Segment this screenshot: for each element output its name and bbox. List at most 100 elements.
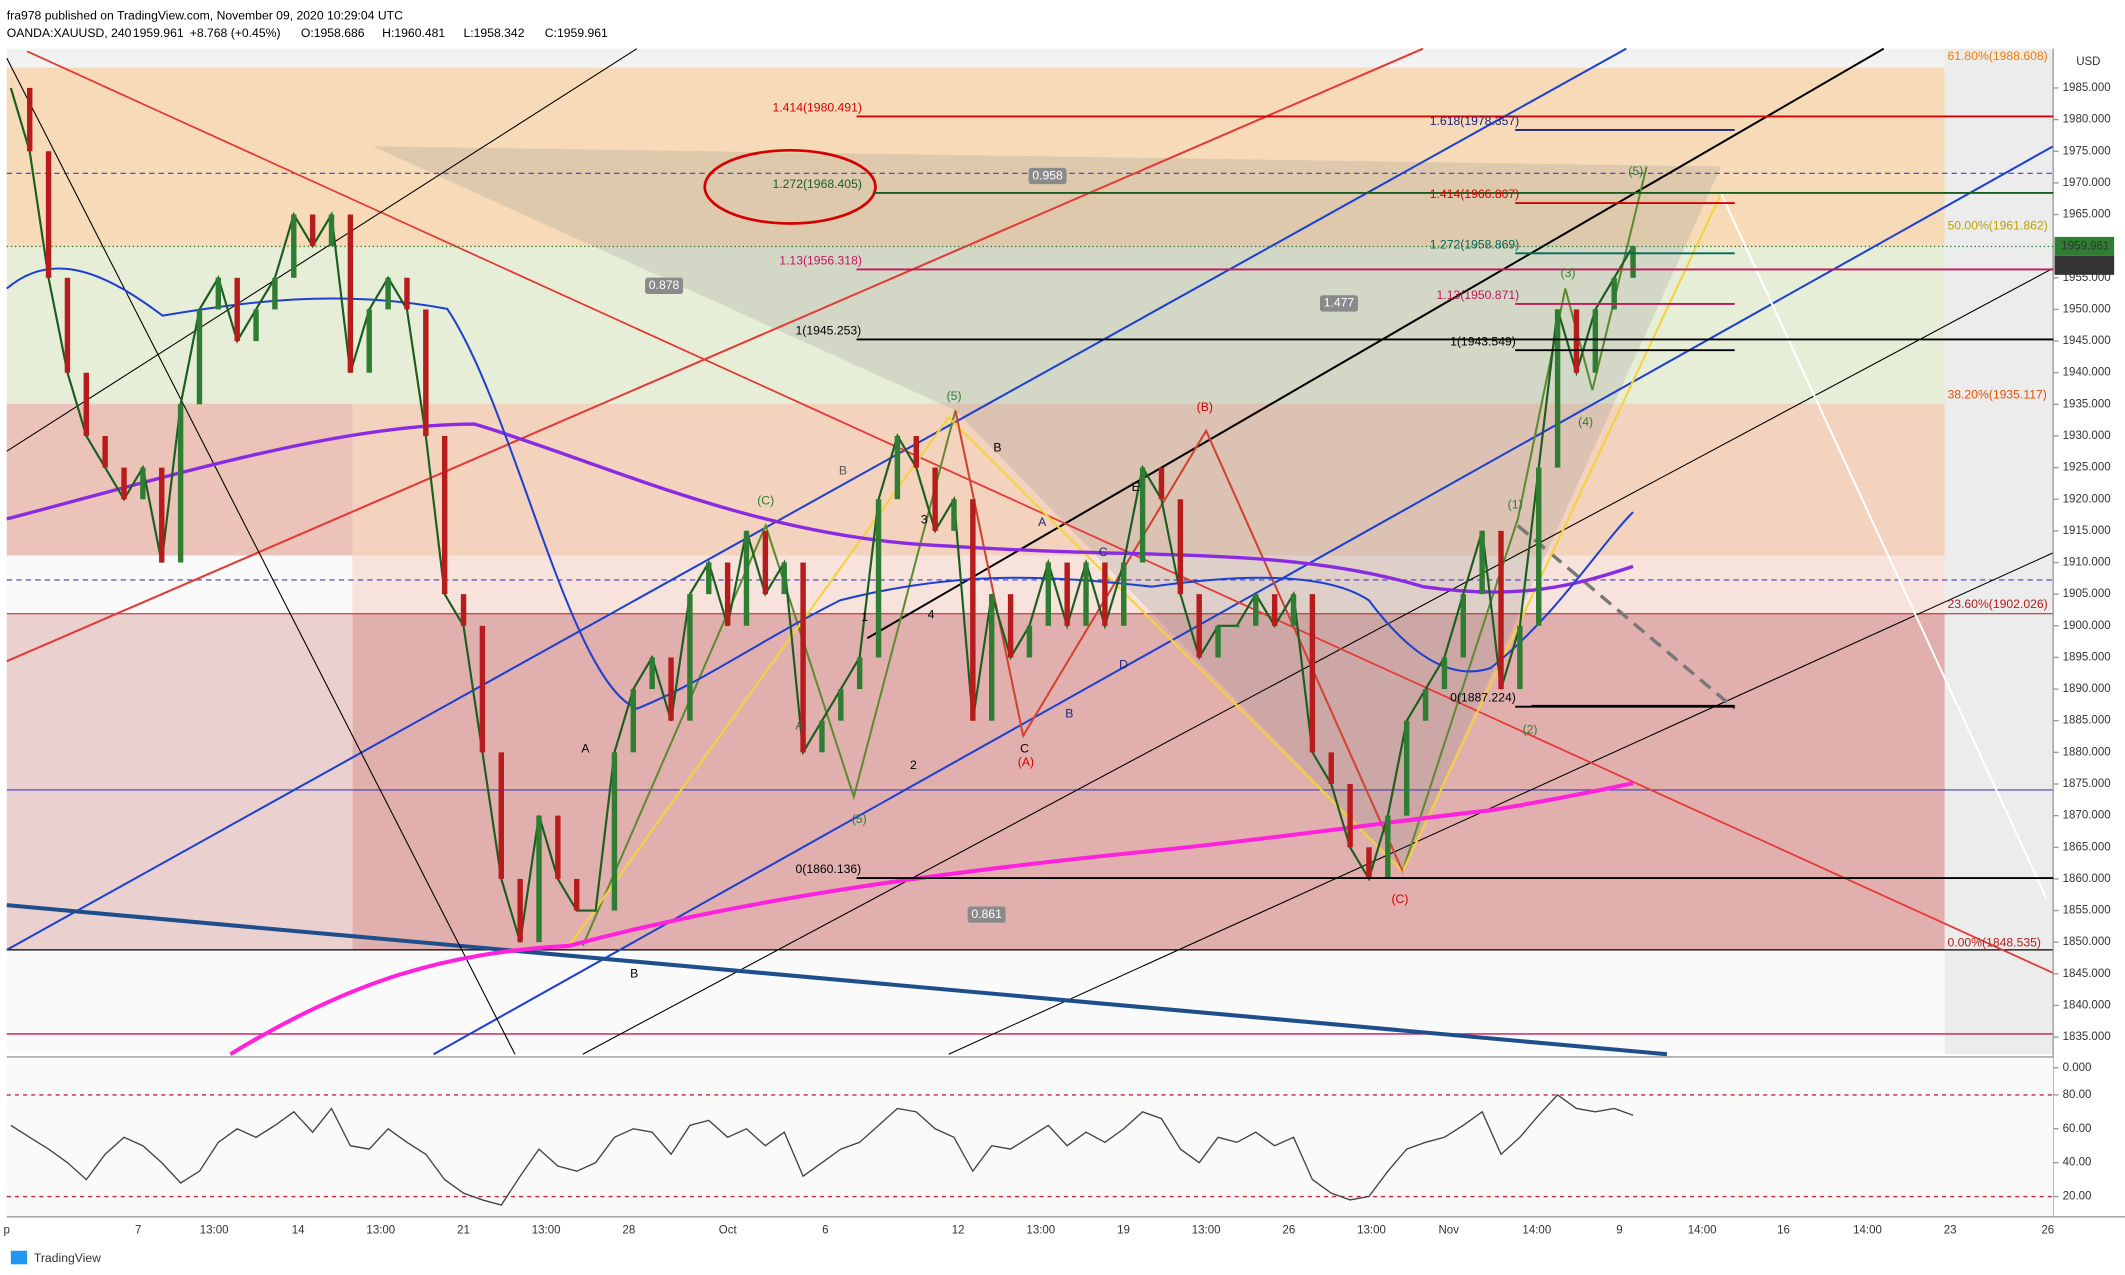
price-tick-label: 1885.000 — [2063, 715, 2111, 727]
time-tick-label: 26 — [2041, 1224, 2054, 1236]
rsi-line — [10, 1093, 1634, 1206]
price-tick-label: 1860.000 — [2063, 873, 2111, 885]
candle — [102, 435, 108, 468]
close: C:1959.961 — [545, 26, 608, 40]
price-tick-label: 1965.000 — [2063, 209, 2111, 221]
fib-label: 1(1945.253) — [796, 324, 862, 338]
currency: USD — [2076, 56, 2100, 68]
candle — [611, 752, 618, 911]
time-tick-label: 19 — [1117, 1224, 1130, 1236]
price-tick-label: 1920.000 — [2063, 493, 2111, 505]
price-tick-label: 1950.000 — [2063, 303, 2111, 315]
ratio-label: 0.861 — [971, 907, 1002, 921]
time-tick-label: 26 — [1282, 1224, 1295, 1236]
price-tick-label: 1865.000 — [2063, 841, 2111, 853]
time-tick-label: 13:00 — [1192, 1224, 1221, 1236]
price-tick-label: 1970.000 — [2063, 177, 2111, 189]
candle — [1234, 625, 1240, 628]
wave-label: 2 — [910, 758, 917, 772]
candle — [291, 214, 297, 278]
price-tag — [2054, 236, 2115, 256]
price-tick-label: 1870.000 — [2063, 810, 2111, 822]
price-tick-label: 1880.000 — [2063, 746, 2111, 758]
candle — [1007, 594, 1014, 658]
time-tick-label: 13:00 — [366, 1224, 395, 1236]
candle — [83, 372, 90, 436]
candle — [423, 309, 429, 436]
candle — [1498, 530, 1504, 690]
candle — [45, 151, 52, 278]
wave-label: (1) — [1508, 498, 1523, 512]
candle — [1517, 625, 1523, 690]
candle — [1271, 594, 1278, 626]
countdown-box — [2054, 255, 2115, 275]
publish-line: fra978 published on TradingView.com, Nov… — [7, 8, 403, 22]
candle — [1177, 499, 1184, 595]
fib-label: 1.414(1980.491) — [772, 101, 861, 115]
price-tick-label: 1840.000 — [2063, 999, 2111, 1011]
wave-label: 1 — [861, 610, 868, 624]
price-tick-label: 1900.000 — [2063, 620, 2111, 632]
candle — [385, 277, 391, 310]
ratio-label: 0.878 — [649, 278, 680, 292]
price-tick-label: 1890.000 — [2063, 683, 2111, 695]
candle — [159, 467, 165, 563]
candle — [404, 277, 410, 310]
wave-label: B — [993, 441, 1001, 455]
price-tick-label: 1910.000 — [2063, 557, 2111, 569]
fib-label: 0.00%(1848.535) — [1947, 936, 2041, 950]
candle — [1479, 530, 1485, 595]
candle — [630, 689, 637, 753]
candle — [800, 562, 806, 753]
wave-label: (B) — [1197, 400, 1213, 414]
candle — [1083, 562, 1089, 626]
candle — [1196, 594, 1202, 658]
fib-label: 1.13(1950.871) — [1437, 288, 1520, 302]
ratio-box — [967, 906, 1006, 923]
candle — [253, 309, 259, 342]
candle — [517, 878, 523, 943]
ratio-box — [1319, 295, 1358, 312]
candle — [989, 594, 995, 721]
price-tick-label: 1850.000 — [2063, 936, 2111, 948]
fib-label: 1.272(1958.869) — [1430, 237, 1519, 251]
wave-label: (C) — [1391, 892, 1408, 906]
candle — [441, 435, 448, 595]
fib-label: 0(1860.136) — [796, 862, 862, 876]
candle — [234, 277, 240, 342]
change: +8.768 (+0.45%) — [190, 26, 281, 40]
candle — [819, 720, 825, 753]
candle — [1366, 847, 1372, 879]
fib-label: 0(1887.224) — [1450, 691, 1516, 705]
candle — [1573, 309, 1580, 373]
candle — [856, 657, 863, 690]
wave-label: (5) — [947, 389, 962, 403]
candle — [1403, 720, 1410, 816]
candle — [272, 277, 278, 310]
time-tick-label: 14:00 — [1853, 1224, 1882, 1236]
candle — [838, 689, 844, 721]
rsi-tick-label: 60.00 — [2063, 1123, 2092, 1135]
wave-label: B — [630, 966, 638, 980]
candle — [309, 214, 316, 247]
candle — [1290, 594, 1297, 626]
wave-label: C — [1099, 545, 1108, 559]
fib-label: 1.618(1978.357) — [1430, 114, 1519, 128]
drawings — [6, 47, 2054, 1057]
price-tick-label: 1985.000 — [2063, 82, 2111, 94]
fib-label: 1.414(1966.807) — [1430, 187, 1519, 201]
candle — [1121, 562, 1127, 626]
price-tick-label: 1845.000 — [2063, 968, 2111, 980]
time-tick-label: 14 — [292, 1224, 305, 1236]
wave-label: A — [1038, 515, 1047, 529]
time-tick-label: Nov — [1439, 1224, 1460, 1236]
time-tick-label: 16 — [1777, 1224, 1790, 1236]
candle — [347, 214, 354, 373]
candle — [328, 214, 335, 247]
time-tick-label: 13:00 — [1357, 1224, 1386, 1236]
wave-label: 4 — [928, 607, 935, 621]
price-tick-label: 1935.000 — [2063, 398, 2111, 410]
candle — [498, 752, 504, 879]
price-tick-label: 1905.000 — [2063, 588, 2111, 600]
